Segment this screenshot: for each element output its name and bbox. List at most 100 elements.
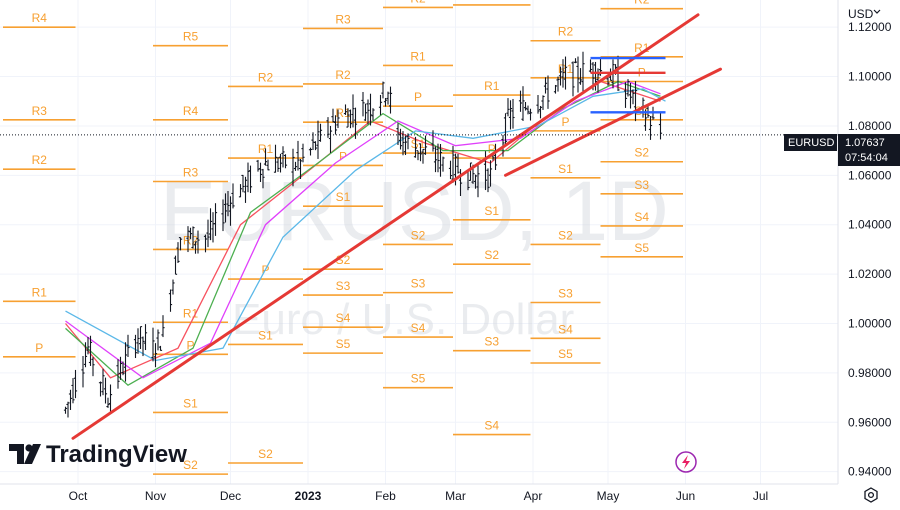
ohlc-bar	[476, 163, 480, 198]
ohlc-bar	[133, 334, 138, 359]
ohlc-bar	[333, 115, 338, 135]
ohlc-bar	[413, 136, 418, 158]
ohlc-bar	[68, 389, 73, 410]
ohlc-bar	[246, 162, 250, 193]
ohlc-bar	[188, 227, 193, 239]
ohlc-bar	[346, 108, 350, 128]
price-tick-label: 1.08000	[848, 119, 892, 133]
chevron-down-icon[interactable]	[873, 9, 881, 14]
price-tick-label: 1.02000	[848, 267, 892, 281]
price-axis-ticks: 1.12000 1.10000 1.08000 1.06000 1.04000 1.020…	[848, 20, 892, 478]
ohlc-bar	[151, 327, 155, 362]
ohlc-bar	[106, 397, 110, 408]
ohlc-bar	[241, 174, 245, 193]
ohlc-bar	[123, 342, 128, 382]
ohlc-bar	[318, 123, 323, 142]
pivot-level-label: S1	[258, 328, 273, 342]
time-tick-label: Dec	[220, 489, 241, 503]
pivot-level-label: S1	[484, 204, 499, 218]
ohlc-bar	[298, 158, 303, 180]
ohlc-bar	[178, 237, 183, 251]
ohlc-bar	[543, 77, 548, 94]
pivot-level-label: S3	[411, 277, 426, 291]
pivot-level-label: R3	[335, 12, 351, 26]
tradingview-logo-text[interactable]: TradingView	[46, 441, 187, 468]
ohlc-bar	[263, 148, 268, 166]
range-lines[interactable]	[590, 56, 666, 114]
ohlc-bar	[488, 160, 493, 187]
pivot-level-label: S5	[336, 337, 351, 351]
price-badge	[838, 134, 900, 166]
pivot-level-label: S3	[336, 279, 351, 293]
ohlc-bar	[573, 58, 578, 64]
chart-settings-icon[interactable]	[864, 487, 878, 503]
pivot-level-label: S3	[558, 287, 573, 301]
trend-line	[71, 13, 700, 440]
ohlc-bar	[173, 255, 178, 275]
tradingview-logo-mark-icon[interactable]	[9, 444, 41, 464]
ohlc-bar	[631, 89, 635, 105]
ohlc-bar	[226, 191, 230, 217]
ohlc-bar	[228, 196, 233, 226]
pivot-level-label: P	[339, 149, 347, 163]
pivot-level-label: R2	[634, 0, 650, 7]
ohlc-bar	[66, 401, 70, 418]
pivot-level-label: P	[561, 115, 569, 129]
ohlc-bar	[523, 102, 528, 111]
ohlc-bar	[623, 82, 628, 108]
ohlc-bar	[336, 109, 340, 129]
ohlc-bar	[521, 86, 525, 121]
ohlc-bar	[308, 147, 313, 156]
pivot-level-label: P	[35, 341, 43, 355]
pivot-level-label: S1	[558, 162, 573, 176]
ohlc-bar	[156, 329, 160, 351]
trend-lines[interactable]	[71, 13, 722, 440]
ohlc-bar	[281, 146, 285, 168]
lightning-icon[interactable]	[675, 451, 697, 473]
price-bars	[63, 51, 663, 418]
ohlc-bar	[366, 99, 370, 125]
ohlc-bar	[208, 208, 213, 241]
ohlc-bar	[576, 56, 580, 93]
ohlc-bar	[81, 355, 85, 388]
ohlc-bar	[86, 336, 90, 355]
ohlc-bar	[313, 141, 318, 151]
pivot-level-label: R4	[32, 11, 48, 25]
price-tick-label: 1.06000	[848, 168, 892, 182]
ohlc-bar	[511, 98, 515, 129]
ohlc-bar	[248, 165, 253, 193]
ohlc-bar	[273, 144, 278, 173]
pivot-level-label: S4	[558, 322, 573, 336]
pivot-level-label: R2	[335, 68, 351, 82]
ohlc-bar	[433, 146, 438, 173]
tradingview-logo[interactable]: TradingView	[9, 441, 187, 468]
ohlc-bar	[98, 381, 103, 397]
price-scale[interactable]	[838, 0, 900, 484]
last-price-badge: EURUSD 1.07637 07:54:04	[784, 134, 900, 166]
ohlc-bar	[398, 128, 403, 150]
time-tick-label: Jul	[753, 489, 768, 503]
ohlc-bar	[371, 108, 375, 121]
currency-selector[interactable]: USD	[848, 7, 881, 21]
ohlc-bar	[541, 95, 545, 110]
pivot-level-label: R2	[484, 0, 500, 3]
ohlc-bar	[293, 161, 298, 171]
pivot-level-label: S2	[183, 458, 198, 472]
ohlc-bar	[126, 334, 130, 358]
currency-label[interactable]: USD	[848, 7, 874, 21]
pivot-level-label: S4	[336, 311, 351, 325]
ohlc-bar	[486, 168, 490, 193]
ohlc-bar	[383, 97, 388, 107]
time-axis-ticks: Oct Nov Dec 2023 Feb Mar Apr May Jun Jul	[69, 489, 769, 503]
ohlc-bar	[243, 176, 248, 203]
price-tick-label: 1.10000	[848, 70, 892, 84]
last-price-text: 1.07637	[845, 137, 885, 149]
time-scale[interactable]	[0, 484, 900, 510]
pivot-level-label: S1	[411, 137, 426, 151]
pivot-level-label: S5	[634, 241, 649, 255]
ohlc-bar	[396, 123, 400, 146]
ohlc-bar	[421, 148, 425, 164]
ohlc-bar	[316, 120, 320, 159]
time-tick-label: May	[597, 489, 620, 503]
